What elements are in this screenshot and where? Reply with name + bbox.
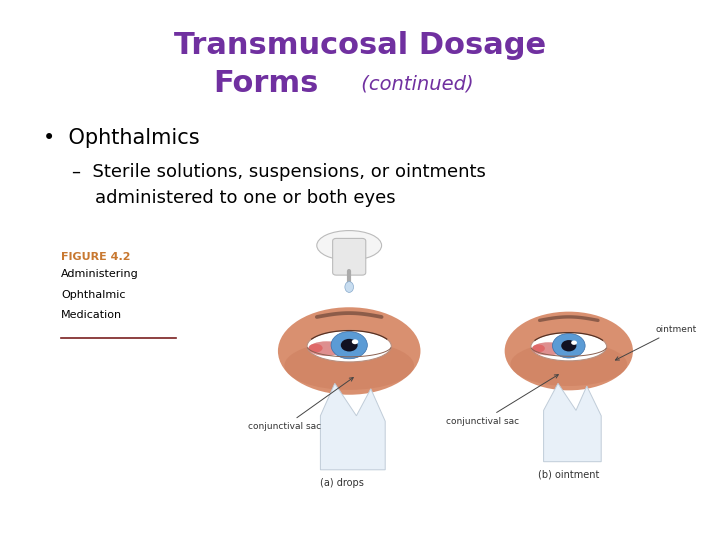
Text: conjunctival sac: conjunctival sac [248, 377, 354, 431]
Circle shape [341, 339, 358, 352]
Ellipse shape [531, 333, 607, 361]
Circle shape [352, 339, 359, 344]
Text: Ophthalmic: Ophthalmic [61, 290, 126, 300]
Ellipse shape [278, 307, 420, 395]
Text: Medication: Medication [61, 310, 122, 320]
Ellipse shape [308, 344, 323, 353]
Text: FIGURE 4.2: FIGURE 4.2 [61, 252, 131, 261]
Ellipse shape [532, 345, 545, 352]
Text: ointment: ointment [616, 325, 696, 360]
Ellipse shape [307, 330, 392, 362]
Text: (a) drops: (a) drops [320, 478, 364, 488]
Ellipse shape [309, 341, 344, 356]
Text: (continued): (continued) [355, 74, 473, 93]
Circle shape [331, 332, 367, 359]
Circle shape [552, 334, 585, 358]
Text: administered to one or both eyes: administered to one or both eyes [72, 188, 395, 207]
Ellipse shape [532, 342, 564, 355]
Ellipse shape [505, 312, 633, 390]
Polygon shape [544, 383, 601, 462]
Text: conjunctival sac: conjunctival sac [446, 375, 558, 426]
Ellipse shape [510, 342, 627, 386]
Text: Forms: Forms [214, 69, 319, 98]
Text: –  Sterile solutions, suspensions, or ointments: – Sterile solutions, suspensions, or oin… [72, 163, 486, 181]
Ellipse shape [284, 341, 414, 390]
Ellipse shape [317, 231, 382, 260]
Circle shape [571, 341, 577, 345]
Text: Transmucosal Dosage: Transmucosal Dosage [174, 31, 546, 60]
Circle shape [561, 340, 577, 352]
Ellipse shape [345, 282, 354, 293]
FancyBboxPatch shape [333, 239, 366, 275]
Polygon shape [320, 383, 385, 470]
Text: •  Ophthalmics: • Ophthalmics [43, 127, 200, 148]
Text: Administering: Administering [61, 269, 139, 279]
Text: (b) ointment: (b) ointment [538, 469, 600, 479]
